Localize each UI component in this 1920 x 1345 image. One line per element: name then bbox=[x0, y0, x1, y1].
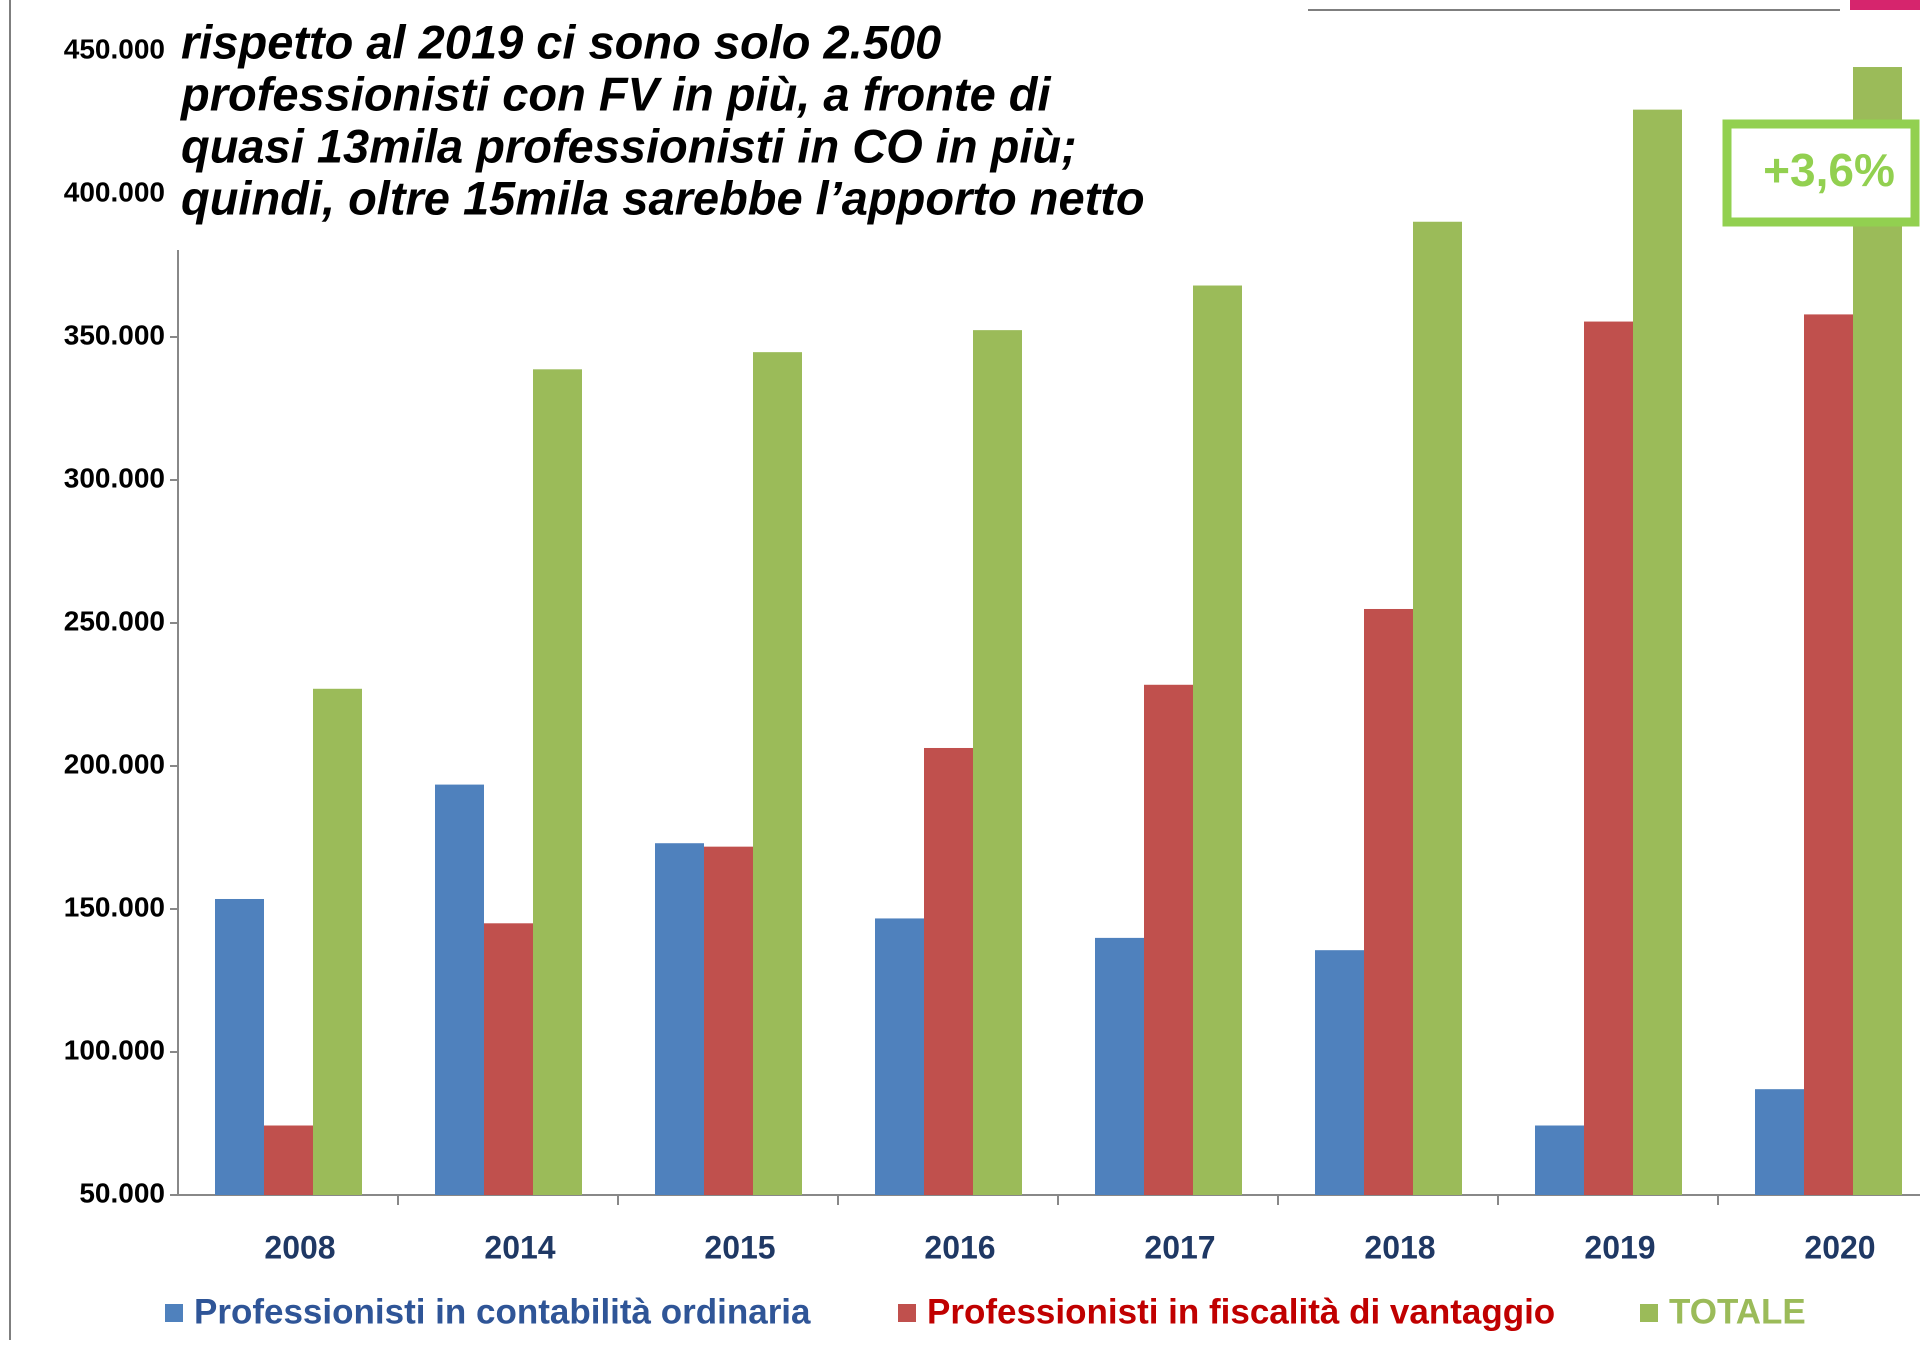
x-tick-label: 2008 bbox=[264, 1229, 335, 1265]
x-tick-label: 2015 bbox=[704, 1229, 775, 1265]
legend-swatch bbox=[1640, 1304, 1658, 1322]
bar bbox=[1193, 285, 1242, 1195]
y-tick-label: 300.000 bbox=[64, 462, 165, 493]
x-tick-label: 2019 bbox=[1584, 1229, 1655, 1265]
bar bbox=[1755, 1089, 1804, 1195]
bar bbox=[1315, 950, 1364, 1195]
corner-mark bbox=[1850, 0, 1920, 10]
bar bbox=[704, 846, 753, 1195]
bar bbox=[1633, 109, 1682, 1195]
legend-label: TOTALE bbox=[1669, 1292, 1806, 1331]
bar bbox=[924, 747, 973, 1195]
y-tick-label: 150.000 bbox=[64, 891, 165, 922]
chart-title: quindi, oltre 15mila sarebbe l’apporto n… bbox=[181, 171, 1145, 224]
bar bbox=[1535, 1125, 1584, 1195]
bar bbox=[1584, 321, 1633, 1195]
y-tick-label: 200.000 bbox=[64, 748, 165, 779]
chart-title: quasi 13mila professionisti in CO in più… bbox=[181, 119, 1077, 172]
legend-swatch bbox=[898, 1304, 916, 1322]
x-tick-label: 2016 bbox=[924, 1229, 995, 1265]
bar bbox=[484, 923, 533, 1195]
bar bbox=[1095, 937, 1144, 1195]
x-tick-label: 2018 bbox=[1364, 1229, 1435, 1265]
bar bbox=[875, 918, 924, 1195]
y-tick-label: 50.000 bbox=[79, 1177, 165, 1208]
bar bbox=[1144, 684, 1193, 1195]
bar bbox=[973, 330, 1022, 1195]
bar bbox=[753, 352, 802, 1196]
legend-label: Professionisti in fiscalità di vantaggio bbox=[927, 1292, 1555, 1331]
legend-swatch bbox=[165, 1304, 183, 1322]
annotation-box bbox=[1722, 119, 1920, 227]
y-tick-label: 350.000 bbox=[64, 319, 165, 350]
annotation: +3,6% bbox=[1763, 144, 1895, 196]
bar bbox=[215, 898, 264, 1195]
bar bbox=[1804, 314, 1853, 1195]
x-tick-label: 2014 bbox=[484, 1229, 555, 1265]
x-tick-label: 2017 bbox=[1144, 1229, 1215, 1265]
y-tick-label: 400.000 bbox=[64, 176, 165, 207]
bar bbox=[264, 1125, 313, 1195]
bar bbox=[655, 843, 704, 1195]
chart-title: professionisti con FV in più, a fronte d… bbox=[179, 67, 1051, 120]
bar bbox=[1413, 221, 1462, 1195]
y-tick-label: 250.000 bbox=[64, 605, 165, 636]
bar bbox=[1364, 608, 1413, 1195]
bar bbox=[533, 369, 582, 1195]
y-tick-label: 100.000 bbox=[64, 1034, 165, 1065]
legend-label: Professionisti in contabilità ordinaria bbox=[194, 1292, 811, 1331]
bar bbox=[1853, 67, 1902, 1196]
x-tick-label: 2020 bbox=[1804, 1229, 1875, 1265]
bar bbox=[435, 784, 484, 1195]
chart-title: rispetto al 2019 ci sono solo 2.500 bbox=[181, 15, 941, 68]
y-tick-label: 450.000 bbox=[64, 33, 165, 64]
bar bbox=[313, 688, 362, 1195]
